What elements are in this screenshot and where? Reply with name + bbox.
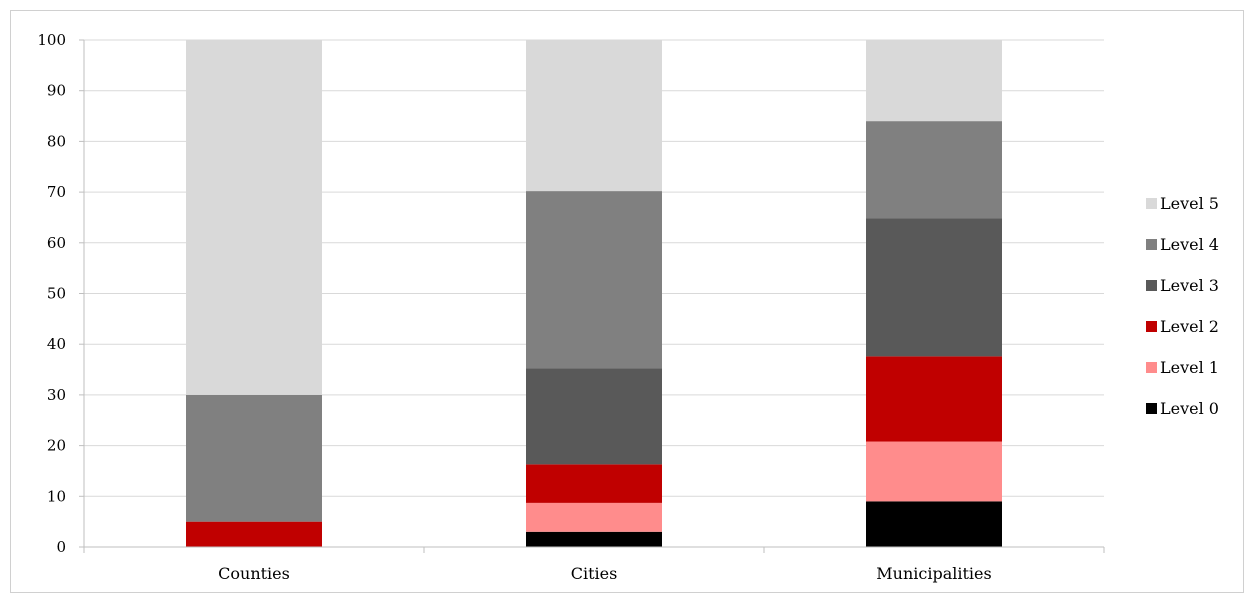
bar-municipalities-level-1 [866, 441, 1002, 502]
bar-cities-level-2 [526, 464, 662, 503]
bar-municipalities-level-0 [866, 501, 1002, 547]
bar-municipalities-level-3 [866, 218, 1002, 357]
x-tick-label-cities: Cities [571, 564, 618, 583]
legend-label-level-0: Level 0 [1160, 399, 1219, 418]
legend: Level 5 Level 4 Level 3 Level 2 Level 1 Level… [1146, 194, 1219, 418]
bar-cities-level-3 [526, 368, 662, 465]
y-tick-label-30: 30 [47, 386, 66, 404]
y-tick-label-80: 80 [47, 132, 66, 150]
legend-label-level-3: Level 3 [1160, 276, 1219, 295]
bar-cities-level-5 [526, 40, 662, 192]
bar-cities-level-1 [526, 502, 662, 532]
legend-label-level-5: Level 5 [1160, 194, 1219, 213]
x-tick-labels: Counties Cities Municipalities [218, 564, 992, 583]
legend-swatch-level-3 [1146, 280, 1157, 291]
y-tick-label-90: 90 [47, 82, 66, 100]
y-tick-labels: 0 10 20 30 40 50 60 70 80 90 100 [37, 31, 66, 556]
y-tick-label-0: 0 [56, 538, 66, 556]
legend-label-level-1: Level 1 [1160, 358, 1219, 377]
legend-swatch-level-4 [1146, 239, 1157, 250]
axes [79, 39, 1105, 553]
bar-counties-level-2 [186, 521, 322, 547]
x-tick-label-counties: Counties [218, 564, 290, 583]
bar-cities-level-0 [526, 531, 662, 547]
y-tick-label-70: 70 [47, 183, 66, 201]
legend-swatch-level-5 [1146, 198, 1157, 209]
bar-counties-level-4 [186, 394, 322, 522]
x-tick-label-municipalities: Municipalities [876, 564, 991, 583]
bar-counties-level-5 [186, 40, 322, 395]
legend-swatch-level-1 [1146, 362, 1157, 373]
legend-label-level-2: Level 2 [1160, 317, 1219, 336]
bar-municipalities-level-4 [866, 121, 1002, 219]
y-tick-label-20: 20 [47, 437, 66, 455]
bar-municipalities-level-2 [866, 356, 1002, 442]
bar-municipalities-level-5 [866, 40, 1002, 122]
legend-swatch-level-0 [1146, 403, 1157, 414]
y-tick-label-50: 50 [47, 285, 66, 303]
bar-cities-level-4 [526, 191, 662, 369]
y-tick-label-40: 40 [47, 335, 66, 353]
y-tick-label-100: 100 [37, 31, 66, 49]
y-tick-label-60: 60 [47, 234, 66, 252]
legend-label-level-4: Level 4 [1160, 235, 1219, 254]
bars [186, 40, 1002, 547]
legend-swatch-level-2 [1146, 321, 1157, 332]
y-tick-label-10: 10 [47, 487, 66, 505]
